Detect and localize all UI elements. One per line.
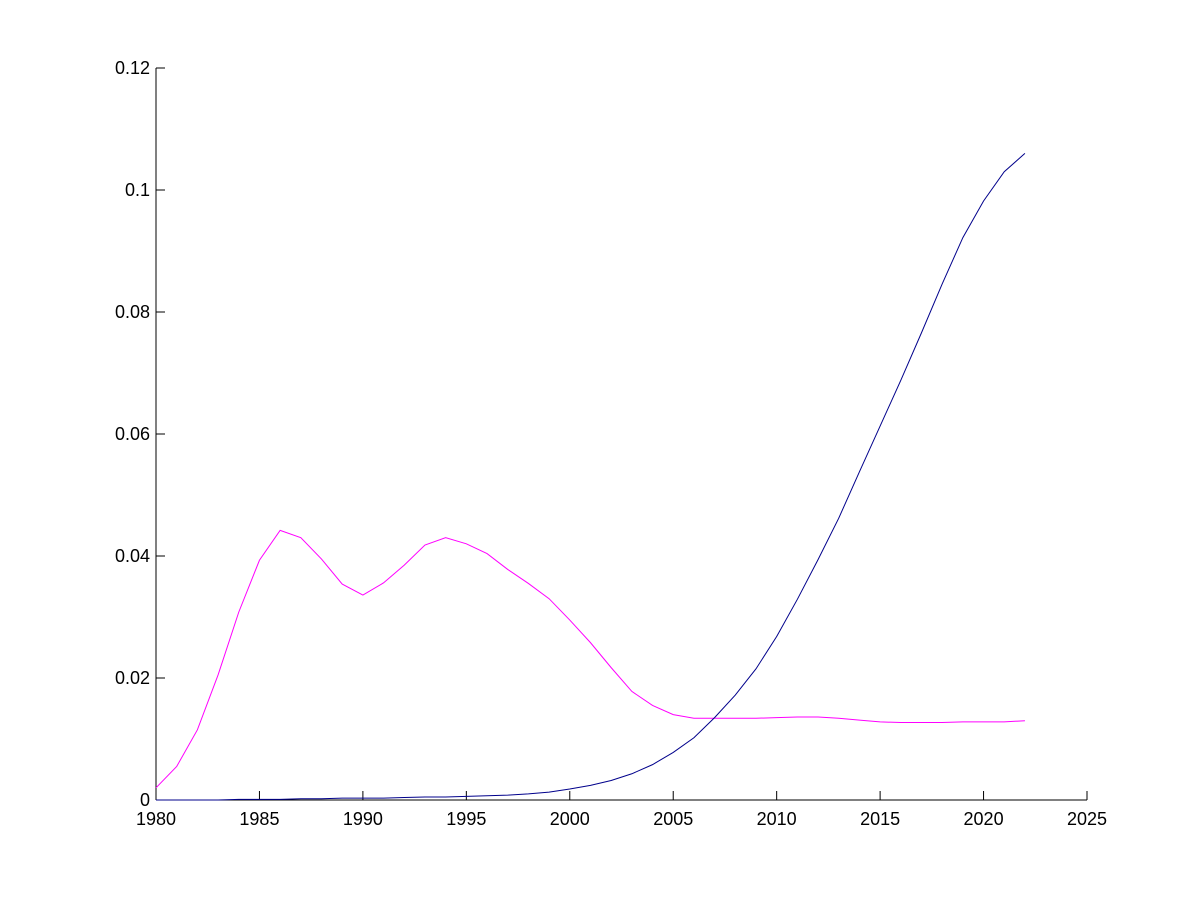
x-tick-label: 2015 <box>860 809 900 829</box>
x-tick-label: 1990 <box>343 809 383 829</box>
y-tick-label: 0.04 <box>115 546 150 566</box>
series-lines <box>155 153 1026 801</box>
x-tick-label: 1980 <box>136 809 176 829</box>
y-tick-label: 0.02 <box>115 668 150 688</box>
y-tick-label: 0.1 <box>125 180 150 200</box>
x-tick-label: 1985 <box>239 809 279 829</box>
x-tick-label: 2020 <box>964 809 1004 829</box>
y-axis-ticks: 0 0.02 0.04 0.06 0.08 0.1 0.12 <box>115 58 165 810</box>
x-tick-label: 2025 <box>1067 809 1107 829</box>
y-tick-label: 0.08 <box>115 302 150 322</box>
x-tick-label: 2005 <box>653 809 693 829</box>
y-tick-label: 0.06 <box>115 424 150 444</box>
x-tick-label: 2010 <box>757 809 797 829</box>
x-tick-label: 2000 <box>550 809 590 829</box>
y-tick-label: 0 <box>140 790 150 810</box>
series-line-1 <box>155 529 1025 789</box>
axes <box>155 68 1087 801</box>
y-tick-label: 0.12 <box>115 58 150 78</box>
x-axis-ticks: 1980 1985 1990 1995 2000 2005 2010 2015 2020 2025 <box>136 791 1107 829</box>
x-tick-label: 1995 <box>446 809 486 829</box>
series-line-2 <box>156 153 1026 801</box>
